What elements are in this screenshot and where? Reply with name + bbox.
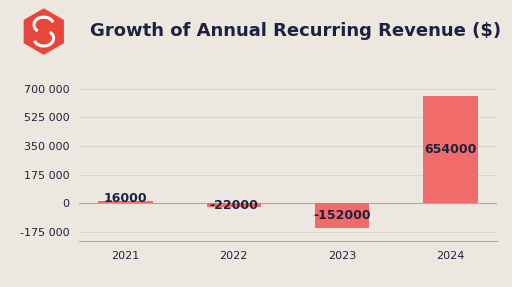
Bar [98,201,153,203]
Text: Growth of Annual Recurring Revenue ($): Growth of Annual Recurring Revenue ($) [90,22,501,40]
Text: -22000: -22000 [209,199,258,212]
Text: -152000: -152000 [313,209,371,222]
Bar [423,96,478,203]
Bar [207,203,261,207]
Text: 654000: 654000 [424,143,477,156]
Bar [315,203,369,228]
Polygon shape [24,8,64,55]
Text: 16000: 16000 [103,192,147,205]
